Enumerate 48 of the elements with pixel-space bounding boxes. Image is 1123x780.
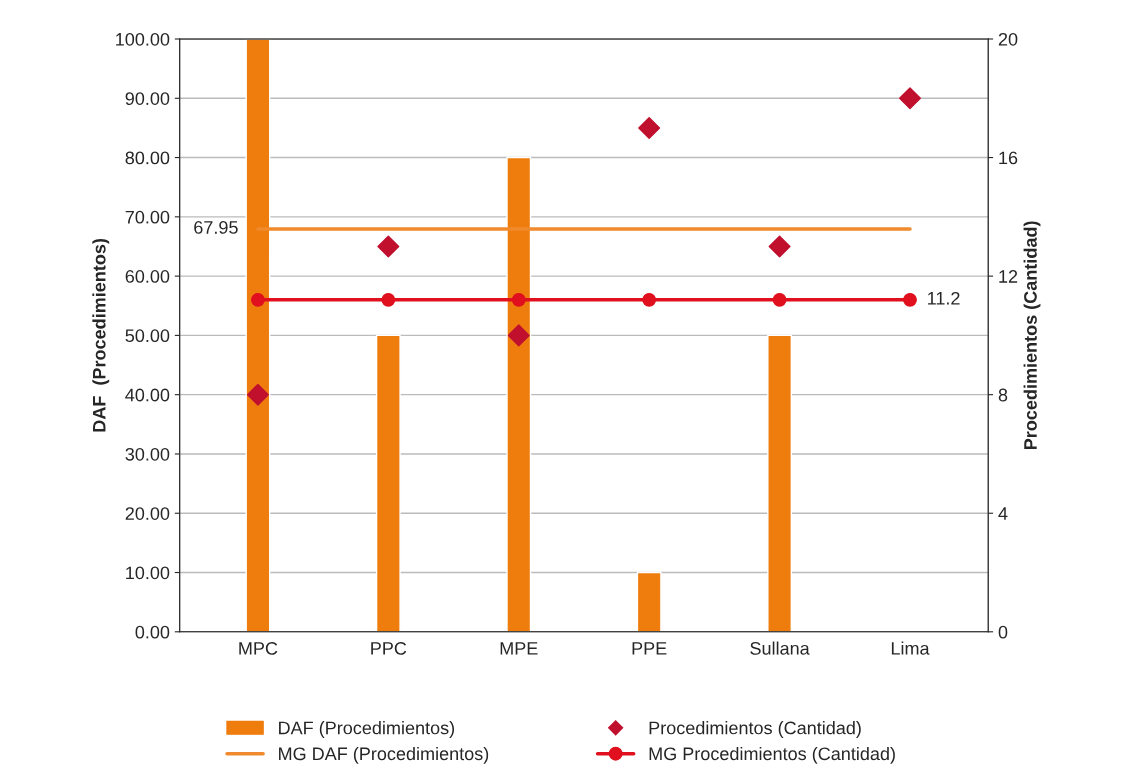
legend-label: MG DAF (Procedimientos): [279, 746, 489, 764]
bar: [375, 334, 401, 632]
data-label: 11.2: [928, 291, 960, 305]
point: [642, 292, 657, 307]
y2-tick-label: 0: [998, 625, 1008, 639]
legend-label: DAF (Procedimientos): [279, 721, 455, 738]
y-tick-label: 100.00: [116, 32, 170, 46]
point: [898, 87, 921, 110]
point: [638, 116, 661, 139]
y-tick-label: 70.00: [125, 210, 170, 224]
y-tick-label: 20.00: [125, 507, 170, 520]
point: [507, 324, 530, 347]
point: [903, 292, 917, 307]
y-tick-label: 10.00: [126, 566, 170, 580]
legend-label: Procedimientos (Cantidad): [649, 721, 861, 738]
bar: [506, 156, 532, 632]
y2-tick-label: 16: [999, 151, 1018, 165]
legend-label: MG Procedimientos (Cantidad): [649, 746, 895, 764]
point: [246, 383, 269, 406]
x-tick-label: Lima: [891, 641, 930, 655]
point: [511, 292, 526, 307]
y-tick-label: 40.00: [125, 388, 170, 402]
y2-tick-label: 8: [998, 388, 1008, 402]
point: [772, 292, 787, 307]
y-tick-label: 60.00: [125, 270, 170, 283]
y2-tick-label: 12: [999, 270, 1018, 283]
data-label: 67.95: [194, 221, 238, 234]
y-tick-label: 90.00: [125, 92, 170, 105]
point: [250, 292, 265, 307]
y2-axis-title: Procedimientos (Cantidad): [1023, 221, 1041, 450]
y2-tick-label: 4: [998, 507, 1008, 520]
y2-tick-label: 20: [998, 32, 1018, 46]
y-tick-label: 30.00: [125, 447, 170, 461]
bar: [636, 571, 662, 632]
point: [768, 235, 791, 258]
point: [377, 235, 400, 258]
x-tick-label: PPE: [632, 642, 667, 655]
bar: [245, 39, 271, 632]
bar: [767, 334, 793, 632]
y-tick-label: 0.00: [135, 625, 170, 639]
point: [381, 292, 396, 307]
x-tick-label: PPC: [371, 642, 407, 655]
x-tick-label: Sullana: [750, 641, 810, 655]
x-tick-label: MPC: [239, 642, 278, 655]
y-axis-title: DAF (Procedimientos): [92, 238, 110, 432]
x-tick-label: MPE: [500, 642, 538, 655]
y-tick-label: 50.00: [125, 329, 170, 343]
y-tick-label: 80.00: [125, 151, 170, 165]
